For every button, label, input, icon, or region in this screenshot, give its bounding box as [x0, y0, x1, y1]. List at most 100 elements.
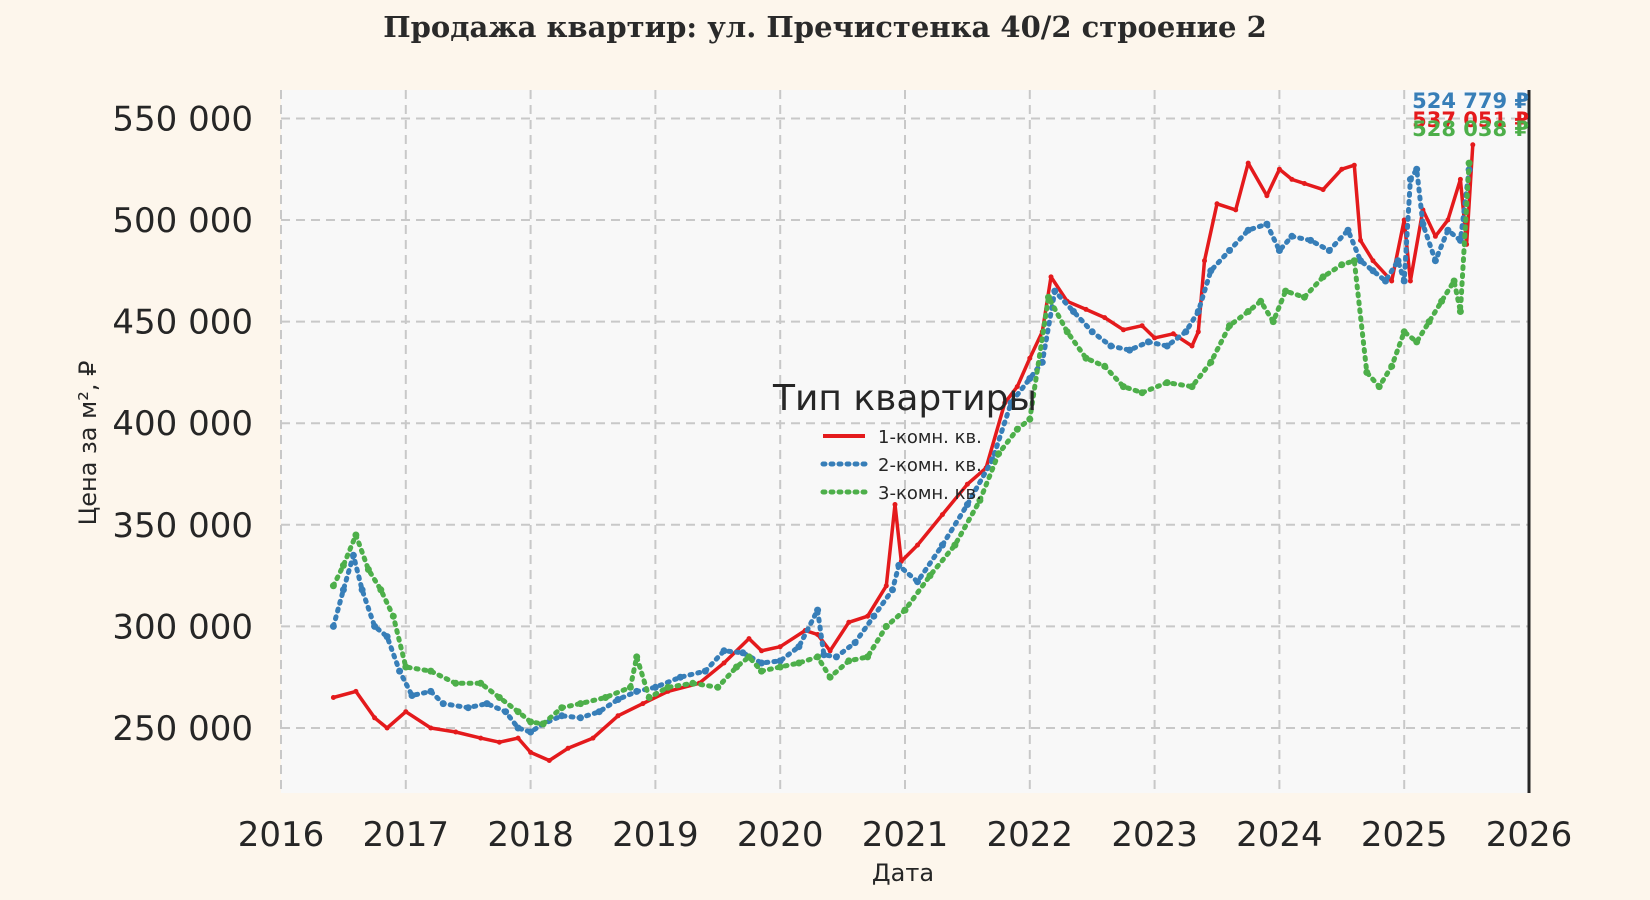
- series-1-point: [565, 745, 571, 751]
- series-1-point: [1083, 306, 1089, 312]
- x-tick-label-2025: 2025: [1361, 815, 1448, 855]
- end-label-series-3: 528 038 ₽: [1412, 117, 1529, 141]
- series-3-point: [1257, 297, 1265, 305]
- series-2-point: [1394, 257, 1402, 265]
- series-3-point: [901, 606, 909, 614]
- series-1-point: [1014, 384, 1020, 390]
- series-3-point: [389, 612, 397, 620]
- series-1-point: [915, 542, 920, 548]
- series-2-point: [832, 653, 840, 661]
- series-3: [329, 159, 1473, 728]
- series-1-point: [590, 735, 596, 741]
- series-2-point: [895, 561, 903, 569]
- series-2-point: [1182, 328, 1190, 336]
- end-label-series-2: 524 779 ₽: [1412, 89, 1529, 113]
- x-tick-label-2020: 2020: [737, 815, 824, 855]
- series-2-point: [1431, 257, 1439, 265]
- series-2-point: [676, 673, 684, 681]
- series-3-point: [1400, 328, 1408, 336]
- series-2-point: [1419, 220, 1427, 228]
- series-2: [329, 165, 1473, 736]
- series-3-point: [1207, 358, 1215, 366]
- series-3-point: [714, 683, 722, 691]
- series-2-point: [1244, 226, 1252, 234]
- end-label-series-1: 537 051 ₽: [1412, 108, 1529, 132]
- series-1-point: [1351, 162, 1357, 168]
- series-3-point: [1300, 293, 1308, 301]
- series-2-point: [408, 692, 416, 699]
- y-axis-label: Цена за м², ₽: [74, 361, 102, 526]
- series-1-point: [1320, 187, 1326, 193]
- series-2-point: [614, 696, 622, 703]
- series-2-point: [527, 728, 535, 736]
- x-tick-label-2018: 2018: [487, 815, 574, 855]
- series-1-point: [1445, 217, 1451, 223]
- series-1-point: [1152, 335, 1158, 341]
- series-2-point: [914, 578, 921, 586]
- x-axis-ticks: 2016 2017 2018 2019 2020 2021 2022 2023 2024 2025…: [238, 815, 1573, 855]
- series-2-point: [383, 633, 391, 641]
- series-3-point: [664, 683, 672, 691]
- series-line-1: [332, 144, 1475, 763]
- series-2-point: [358, 586, 366, 594]
- series-3-point: [1456, 308, 1464, 315]
- series-3-point: [626, 683, 634, 691]
- end-labels: 524 779 ₽537 051 ₽528 038 ₽: [1412, 89, 1529, 141]
- series-2-point: [1382, 277, 1389, 285]
- series-1-point: [827, 648, 833, 654]
- series-3-point: [329, 582, 337, 590]
- series-1-point: [777, 644, 783, 650]
- series-1-point: [515, 735, 521, 741]
- series-3-point: [1101, 362, 1109, 370]
- series-1-point: [1358, 237, 1363, 243]
- series-1-point: [353, 688, 359, 694]
- series-1-point: [1289, 176, 1295, 182]
- series-1-point: [1470, 142, 1476, 148]
- series-2-point: [1263, 220, 1271, 228]
- series-2-point: [1194, 308, 1202, 315]
- series-2-point: [1226, 247, 1233, 254]
- series-3-point: [495, 694, 503, 701]
- series-3-point: [795, 659, 803, 667]
- series-1-point: [1370, 258, 1376, 264]
- series-2-point: [938, 541, 946, 549]
- series-1-point: [1339, 166, 1345, 172]
- series-3-point: [733, 663, 740, 671]
- series-3-point: [1375, 383, 1383, 391]
- series-1-point: [330, 695, 336, 700]
- series-3-point: [339, 561, 347, 569]
- y-tick-label-350000: 350 000: [112, 506, 253, 546]
- series-3-point: [452, 679, 460, 687]
- legend: Тип квартиры 1-комн. кв. 2-комн. кв. 3-ком…: [772, 378, 1037, 504]
- series-2-point: [339, 586, 347, 594]
- x-tick-label-2021: 2021: [862, 815, 949, 855]
- series-3-point: [1450, 277, 1458, 285]
- series-2-point: [739, 649, 747, 657]
- series-1-point: [1457, 176, 1463, 182]
- series-2-point: [1444, 226, 1452, 234]
- series-3-point: [864, 653, 872, 661]
- series-3-point: [364, 566, 372, 573]
- series-1-point: [1102, 315, 1108, 321]
- series-2-point: [1144, 338, 1152, 346]
- series-1-point: [1202, 258, 1207, 264]
- series-1-point: [865, 613, 871, 619]
- series-1-point: [1301, 181, 1307, 186]
- series-2-point: [349, 551, 357, 559]
- series-3-point: [1082, 354, 1090, 362]
- series-3-point: [1013, 425, 1021, 433]
- series-3-point: [1188, 383, 1196, 391]
- series-2-point: [439, 700, 447, 708]
- series-2-point: [595, 708, 603, 716]
- series-1-point: [640, 701, 646, 707]
- series-1-point: [1170, 331, 1176, 337]
- series-2-point: [464, 704, 472, 712]
- series-2-point: [795, 643, 803, 651]
- series-2-point: [1070, 308, 1077, 315]
- series-1-point: [453, 729, 459, 735]
- series-2-point: [558, 712, 566, 720]
- series-1-point: [384, 725, 390, 731]
- series-1: [330, 142, 1476, 763]
- series-2-point: [758, 659, 765, 667]
- series-3-point: [1226, 322, 1233, 330]
